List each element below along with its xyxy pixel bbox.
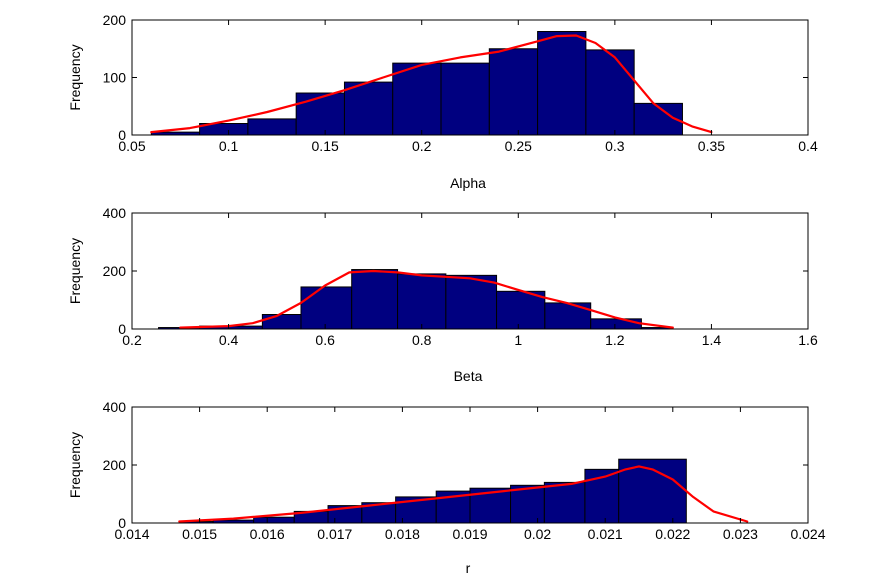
density-curve bbox=[178, 465, 749, 523]
histogram-bar bbox=[590, 318, 642, 329]
x-tick-label: 1.6 bbox=[798, 332, 818, 348]
histogram-bar bbox=[392, 62, 442, 135]
histogram-bar bbox=[300, 286, 353, 329]
histogram-bar bbox=[247, 118, 297, 135]
y-axis-label: Frequency bbox=[67, 432, 83, 498]
histogram-bar bbox=[343, 81, 394, 135]
x-tick-label: 1.2 bbox=[605, 332, 625, 348]
x-tick-label: 0.014 bbox=[114, 526, 149, 542]
y-tick-label: 0 bbox=[118, 321, 126, 337]
y-tick-label: 400 bbox=[103, 205, 127, 221]
x-tick-label: 0.017 bbox=[317, 526, 352, 542]
x-tick-label: 0.1 bbox=[219, 138, 239, 154]
x-tick-label: 0.2 bbox=[412, 138, 432, 154]
chart-panel-1: 0.05 0.1 0.15 0.2 0.25 0.3 0.35 0.4 0 100 200 Alpha… bbox=[67, 12, 818, 191]
histogram-bars bbox=[150, 31, 683, 135]
x-tick-label: 0.021 bbox=[588, 526, 623, 542]
x-tick-label: 0.024 bbox=[790, 526, 825, 542]
histogram-bars bbox=[158, 269, 674, 329]
histogram-bar bbox=[295, 92, 345, 135]
x-axis-label: Beta bbox=[454, 368, 483, 384]
x-tick-label: 1 bbox=[514, 332, 522, 348]
histogram-bar bbox=[510, 484, 545, 523]
x-tick-label: 0.3 bbox=[605, 138, 625, 154]
x-axis-label: Alpha bbox=[450, 175, 486, 191]
histogram-bar bbox=[496, 290, 546, 329]
histogram-bar bbox=[261, 314, 302, 329]
histogram-bar bbox=[397, 273, 447, 329]
y-tick-label: 0 bbox=[118, 127, 126, 143]
x-tick-label: 0.15 bbox=[312, 138, 339, 154]
x-axis-label: r bbox=[466, 560, 471, 576]
histogram-bar bbox=[440, 62, 490, 135]
x-tick-label: 0.2 bbox=[122, 332, 142, 348]
x-tick-label: 0.25 bbox=[505, 138, 532, 154]
density-curve bbox=[179, 269, 674, 329]
y-axis-label: Frequency bbox=[67, 238, 83, 304]
y-tick-label: 100 bbox=[103, 70, 127, 86]
histogram-bar bbox=[488, 48, 539, 135]
x-tick-label: 0.022 bbox=[655, 526, 690, 542]
x-tick-label: 1.4 bbox=[702, 332, 722, 348]
histogram-bar bbox=[445, 274, 498, 329]
x-tick-label: 0.05 bbox=[118, 138, 145, 154]
x-tick-label: 0.016 bbox=[250, 526, 285, 542]
y-tick-label: 0 bbox=[118, 515, 126, 531]
x-tick-label: 0.023 bbox=[723, 526, 758, 542]
histogram-bar bbox=[537, 31, 587, 135]
histogram-bar bbox=[585, 49, 635, 135]
chart-panel-2: 0.2 0.4 0.6 0.8 1 1.2 1.4 1.6 0 200 400 Beta Frequen… bbox=[67, 205, 818, 384]
y-tick-label: 200 bbox=[103, 263, 127, 279]
x-tick-label: 0.015 bbox=[182, 526, 217, 542]
x-tick-label: 0.35 bbox=[698, 138, 725, 154]
x-tick-label: 0.018 bbox=[385, 526, 420, 542]
chart-panel-3: 0.014 0.015 0.016 0.017 0.018 0.019 0.02 0.021 0… bbox=[67, 399, 826, 576]
x-tick-label: 0.4 bbox=[798, 138, 818, 154]
y-tick-label: 400 bbox=[103, 399, 127, 415]
y-tick-label: 200 bbox=[103, 457, 127, 473]
x-tick-label: 0.8 bbox=[412, 332, 432, 348]
x-tick-label: 0.02 bbox=[524, 526, 551, 542]
histogram-bar bbox=[253, 516, 295, 523]
density-curve bbox=[150, 34, 713, 134]
x-tick-label: 0.6 bbox=[315, 332, 335, 348]
histogram-bar bbox=[351, 269, 399, 329]
x-tick-label: 0.4 bbox=[219, 332, 239, 348]
y-tick-label: 200 bbox=[103, 12, 127, 28]
histogram-bar bbox=[543, 481, 586, 523]
x-tick-label: 0.019 bbox=[452, 526, 487, 542]
y-axis-label: Frequency bbox=[67, 44, 83, 110]
histogram-bar bbox=[544, 302, 592, 329]
